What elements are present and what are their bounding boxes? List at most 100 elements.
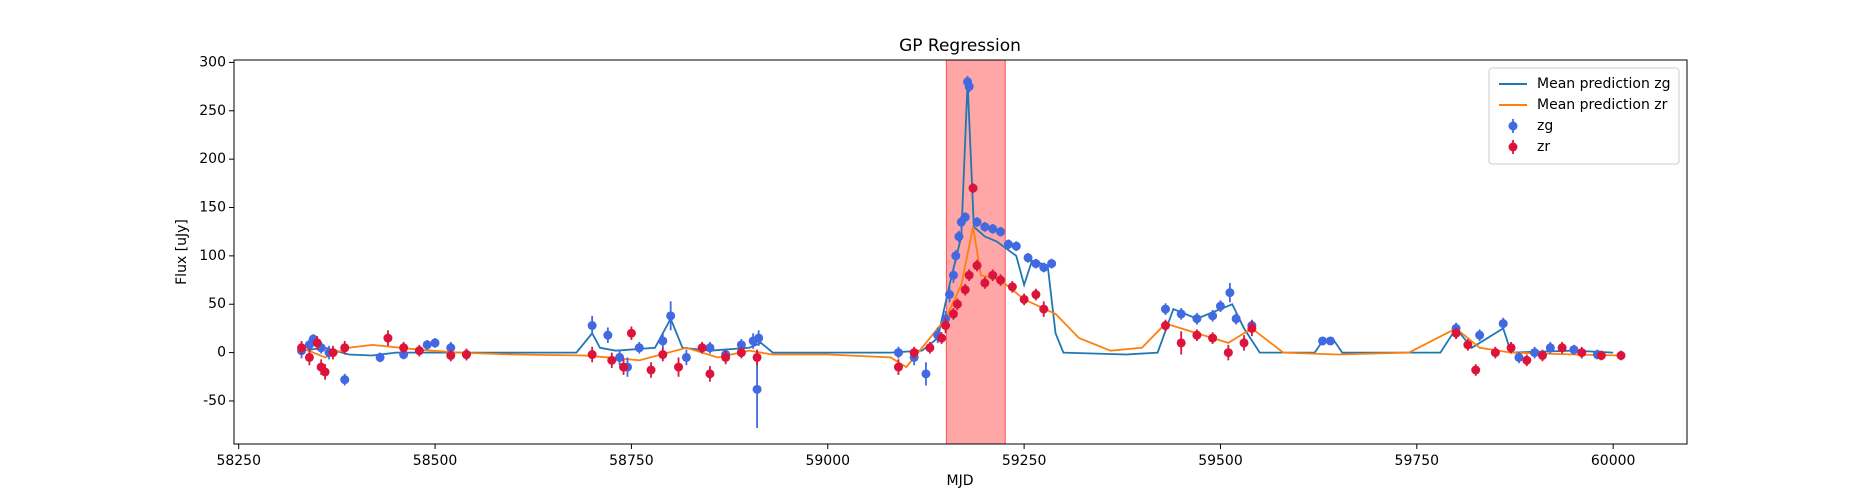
data-point (1247, 323, 1257, 333)
data-point (1039, 262, 1049, 272)
legend-label: Mean prediction zg (1537, 76, 1671, 92)
data-point (721, 352, 731, 362)
data-point (893, 362, 903, 372)
data-point (1208, 333, 1218, 343)
data-point (626, 328, 636, 338)
data-point (893, 348, 903, 358)
legend-label: zr (1537, 139, 1550, 155)
data-point (945, 290, 955, 300)
legend-swatch (1508, 121, 1518, 131)
data-point (375, 352, 385, 362)
y-tick-label: 150 (199, 200, 226, 216)
data-point (1192, 314, 1202, 324)
data-point (422, 340, 432, 350)
data-point (1176, 309, 1186, 319)
data-point (996, 227, 1006, 237)
y-tick-label: 200 (199, 151, 226, 167)
legend-swatch (1508, 142, 1518, 152)
data-point (1545, 343, 1555, 353)
data-point (1231, 314, 1241, 324)
data-point (619, 362, 629, 372)
data-point (658, 336, 668, 346)
data-point (752, 352, 762, 362)
data-point (937, 333, 947, 343)
data-point (996, 275, 1006, 285)
data-point (925, 343, 935, 353)
data-point (666, 311, 676, 321)
data-point (607, 355, 617, 365)
data-point (1530, 348, 1540, 358)
data-point (399, 350, 409, 360)
data-point (1239, 338, 1249, 348)
data-point (968, 183, 978, 193)
legend: Mean prediction zg Mean prediction zr zg zr (1488, 67, 1680, 165)
data-point (980, 222, 990, 232)
data-point (960, 212, 970, 222)
data-point (1490, 348, 1500, 358)
x-tick-label: 59250 (1002, 453, 1047, 469)
y-tick-label: -50 (203, 393, 226, 409)
data-point (697, 343, 707, 353)
data-point (1616, 350, 1626, 360)
data-point (399, 343, 409, 353)
data-point (964, 82, 974, 92)
data-point (754, 333, 764, 343)
data-point (1557, 343, 1567, 353)
data-point (646, 365, 656, 375)
data-point (1003, 239, 1013, 249)
x-tick-label: 59750 (1395, 453, 1440, 469)
data-point (964, 270, 974, 280)
data-point (1160, 321, 1170, 331)
data-point (972, 217, 982, 227)
data-point (1225, 288, 1235, 298)
data-point (1223, 348, 1233, 358)
data-point (909, 348, 919, 358)
x-axis-label: MJD (947, 473, 974, 489)
y-tick-label: 100 (199, 248, 226, 264)
chart-title: GP Regression (899, 36, 1021, 56)
data-point (960, 285, 970, 295)
data-point (312, 338, 322, 348)
data-point (1318, 336, 1328, 346)
data-point (414, 346, 424, 356)
data-point (1176, 338, 1186, 348)
data-point (988, 270, 998, 280)
x-tick-label: 59000 (805, 453, 850, 469)
y-tick-label: 250 (199, 103, 226, 119)
legend-frame (1488, 67, 1680, 165)
data-point (383, 333, 393, 343)
data-point (1208, 311, 1218, 321)
y-tick-label: 0 (217, 345, 226, 361)
data-point (1031, 290, 1041, 300)
data-point (1577, 348, 1587, 358)
data-point (634, 343, 644, 353)
data-point (1596, 350, 1606, 360)
data-point (1031, 259, 1041, 269)
data-point (320, 367, 330, 377)
data-point (921, 369, 931, 379)
data-point (1039, 304, 1049, 314)
data-point (1023, 253, 1033, 263)
data-point (1463, 340, 1473, 350)
data-point (988, 224, 998, 234)
plot-frame (233, 59, 1688, 445)
data-point (948, 270, 958, 280)
data-point (430, 338, 440, 348)
data-point (1011, 241, 1021, 251)
x-tick-label: 58500 (413, 453, 458, 469)
data-point (304, 352, 314, 362)
data-point (603, 330, 613, 340)
data-point (1047, 259, 1057, 269)
data-point (951, 251, 961, 261)
x-tick-label: 59500 (1198, 453, 1243, 469)
data-point (980, 278, 990, 288)
x-tick-label: 58250 (216, 453, 261, 469)
x-tick-label: 60000 (1591, 453, 1636, 469)
data-point (705, 343, 715, 353)
data-point (1475, 330, 1485, 340)
data-point (954, 232, 964, 242)
data-point (1019, 294, 1029, 304)
x-tick-label: 58750 (609, 453, 654, 469)
data-point (752, 384, 762, 394)
data-point (587, 350, 597, 360)
